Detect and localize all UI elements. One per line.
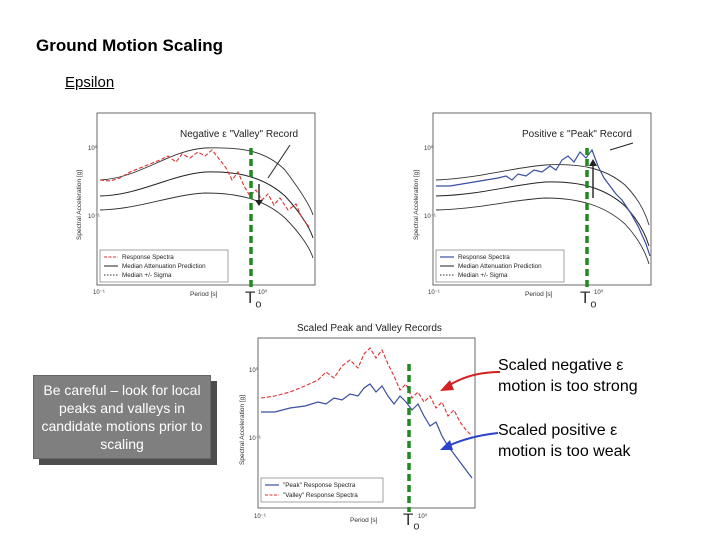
right-legend-label-2: Median Attenuation Prediction <box>458 263 542 270</box>
left-ytick-1: 10⁰ <box>88 145 98 152</box>
bottom-xtick-1: 10⁻¹ <box>254 514 266 520</box>
positive-epsilon-callout: Scaled positive ε motion is too weak <box>498 420 631 462</box>
bottom-plot-ylabel: Spectral Acceleration [g] <box>239 395 246 465</box>
bottom-plot-xlabel: Period [s] <box>350 517 378 524</box>
right-minus-sigma-line <box>435 197 650 265</box>
bottom-ytick-1: 10⁰ <box>249 367 259 374</box>
left-minus-sigma-line <box>99 192 314 259</box>
slide-title: Ground Motion Scaling <box>36 36 223 55</box>
right-to-label-main: T <box>580 288 591 307</box>
right-response-spectra <box>436 148 651 257</box>
bottom-valley-spectra <box>260 347 473 437</box>
callout-arrows <box>440 371 501 450</box>
right-peak-arrowhead <box>589 159 597 166</box>
positive-callout-line2: motion is too weak <box>498 443 631 460</box>
right-median-line <box>435 181 650 247</box>
bottom-plot-title: Scaled Peak and Valley Records <box>297 323 442 334</box>
right-legend-label-3: Median +/- Sigma <box>458 272 508 279</box>
bottom-ytick-2: 10⁻¹ <box>249 436 261 442</box>
left-valley-arrowhead <box>255 200 263 206</box>
left-plus-sigma-line <box>99 147 314 216</box>
bottom-xtick-2: 10⁰ <box>418 513 428 520</box>
negative-epsilon-callout: Scaled negative ε motion is too strong <box>498 355 638 397</box>
bottom-plot: Scaled Peak and Valley Records Spectral … <box>239 323 476 524</box>
negative-callout-line2: motion is too strong <box>498 378 638 395</box>
bottom-to-label: To <box>403 510 420 532</box>
left-xtick-2: 10⁰ <box>258 289 268 296</box>
right-to-label: To <box>580 288 597 310</box>
right-to-label-sub: o <box>590 298 597 311</box>
right-plot-ylabel: Spectral Acceleration [g] <box>413 170 420 240</box>
left-ytick-2: 10⁻¹ <box>88 214 100 220</box>
left-to-label: To <box>245 288 262 310</box>
positive-callout-arrow <box>447 432 499 447</box>
caution-note: Be careful – look for local peaks and va… <box>33 375 211 459</box>
left-legend <box>99 249 229 283</box>
positive-callout-line1: Scaled positive ε <box>498 422 618 439</box>
right-xtick-2: 10⁰ <box>594 289 604 296</box>
bottom-to-label-main: T <box>403 510 414 529</box>
bottom-to-label-sub: o <box>413 520 420 533</box>
left-plot-ylabel: Spectral Acceleration [g] <box>76 170 83 240</box>
negative-callout-arrowhead <box>440 380 454 391</box>
left-legend-label-2: Median Attenuation Prediction <box>122 263 206 270</box>
bottom-peak-spectra <box>261 383 473 479</box>
caution-note-text: Be careful – look for local peaks and va… <box>41 382 203 452</box>
positive-callout-arrowhead <box>440 440 453 450</box>
right-xtick-1: 10⁻¹ <box>428 290 440 296</box>
left-xtick-1: 10⁻¹ <box>93 290 105 296</box>
left-legend-label-1: Response Spectra <box>122 254 174 261</box>
bottom-legend-label-1: "Peak" Response Spectra <box>283 482 356 489</box>
right-pointer-line <box>609 142 634 151</box>
left-response-spectra <box>99 149 311 229</box>
right-plot-xlabel: Period [s] <box>525 291 553 298</box>
right-plot: Positive ε "Peak" Record Spectral Accele… <box>413 112 652 298</box>
left-legend-label-3: Median +/- Sigma <box>122 272 172 279</box>
left-plot: Negative ε "Valley" Record Spectral Acce… <box>76 112 316 298</box>
right-ytick-1: 10⁰ <box>424 145 434 152</box>
left-pointer-line <box>267 144 291 179</box>
left-plot-xlabel: Period [s] <box>190 291 218 298</box>
right-ytick-2: 10⁻¹ <box>424 214 436 220</box>
right-legend-label-1: Response Spectra <box>458 254 510 261</box>
bottom-legend <box>260 477 384 503</box>
slide-subtitle: Epsilon <box>65 74 115 91</box>
right-plus-sigma-line <box>435 164 650 226</box>
left-plot-title: Negative ε "Valley" Record <box>180 129 298 140</box>
left-to-label-main: T <box>245 288 256 307</box>
right-legend <box>435 249 565 283</box>
right-plot-title: Positive ε "Peak" Record <box>522 129 632 140</box>
bottom-legend-label-2: "Valley" Response Spectra <box>283 492 358 499</box>
left-to-label-sub: o <box>255 298 262 311</box>
negative-callout-line1: Scaled negative ε <box>498 357 624 374</box>
negative-callout-arrow <box>447 371 501 387</box>
